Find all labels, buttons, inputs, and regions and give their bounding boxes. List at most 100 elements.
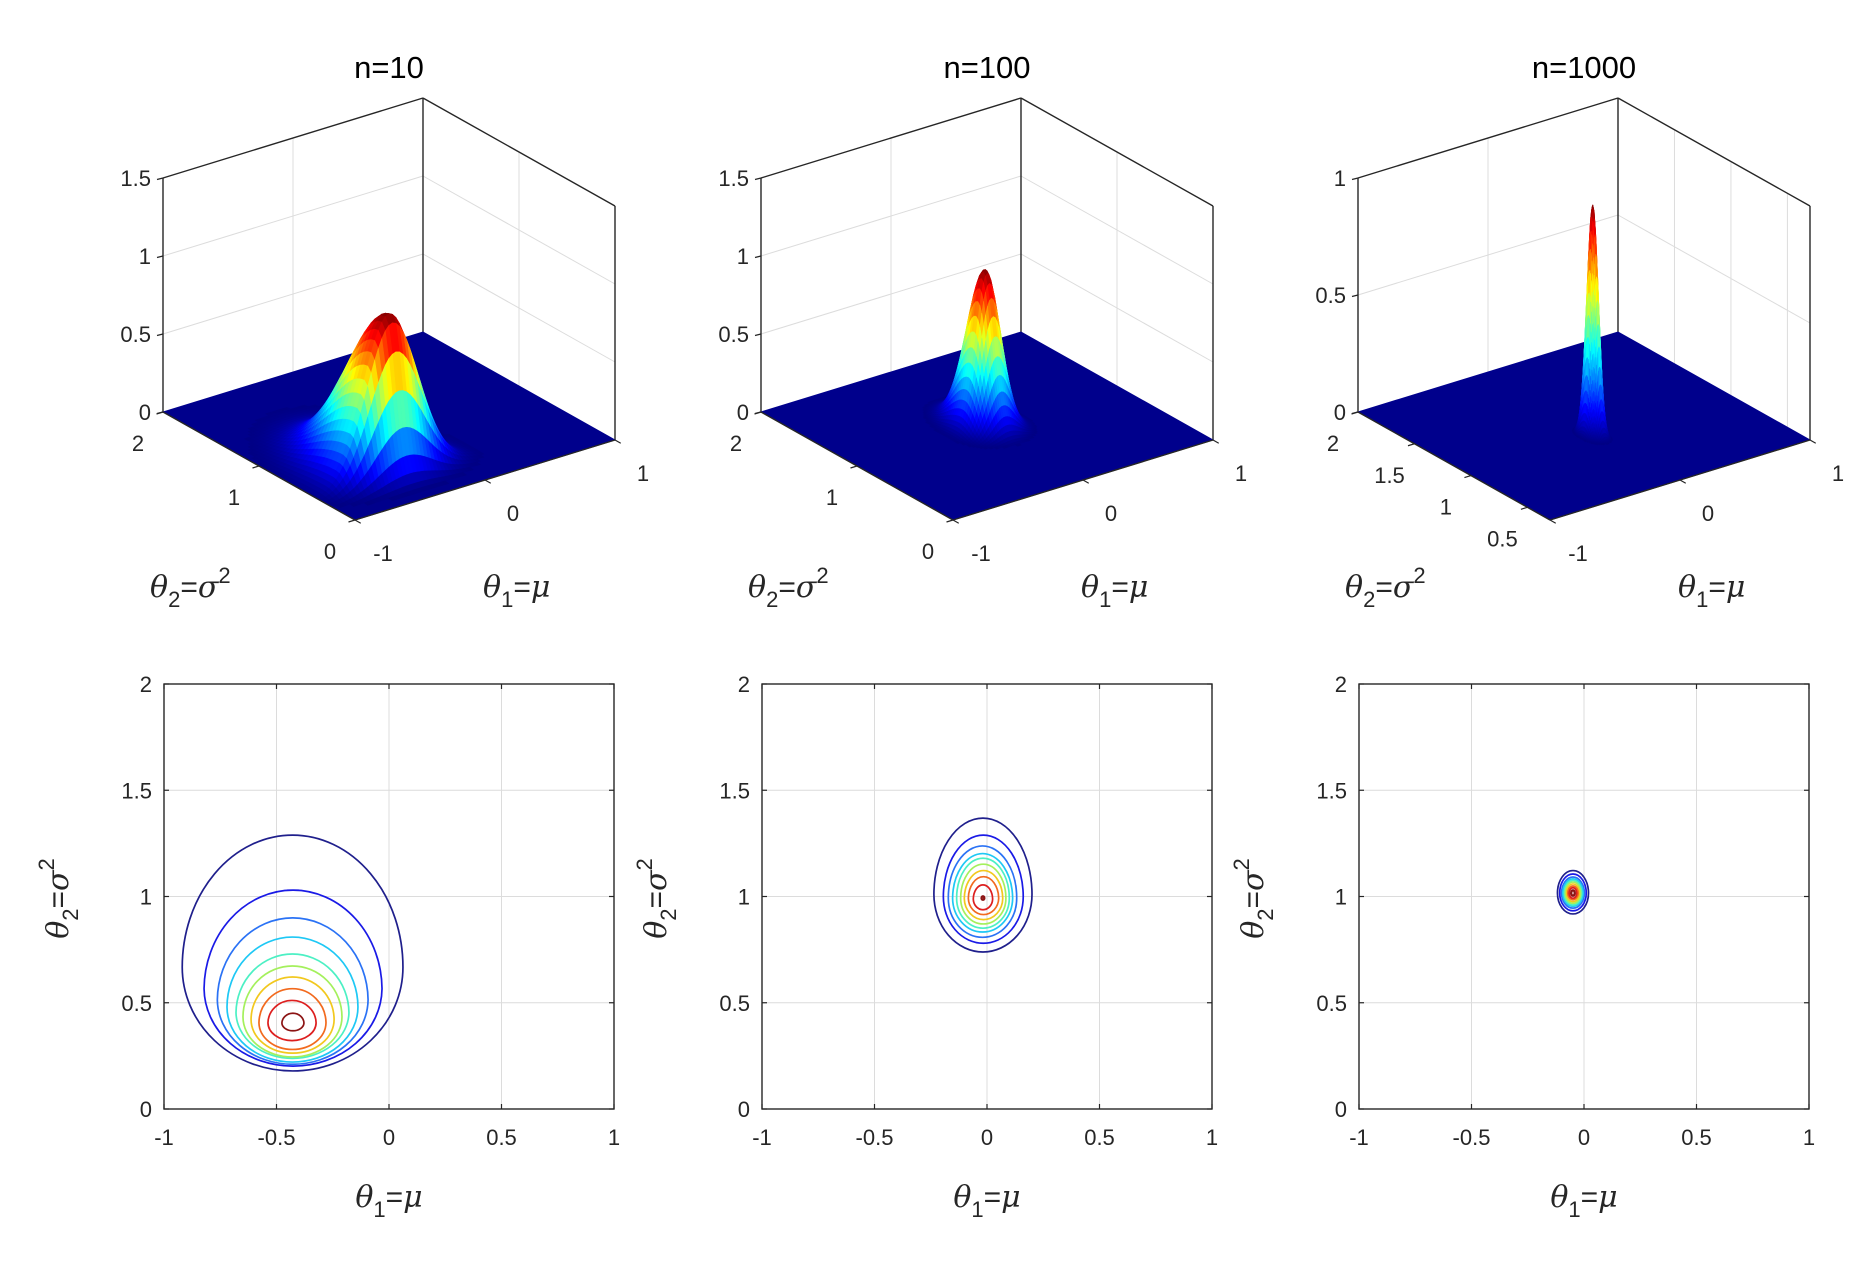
axis-label-equals: = <box>180 571 198 604</box>
contour-line <box>1560 876 1586 909</box>
x-tick-label: -1 <box>154 1125 174 1150</box>
axis-label-parameter: σ <box>639 869 674 891</box>
axis-label-symbol: θ <box>355 1180 373 1215</box>
theta2-tick-mark <box>348 519 356 523</box>
axis-label-equals: = <box>1111 571 1129 604</box>
y-axis-label: θ2=σ2 <box>1229 858 1278 939</box>
axis-label-equals: = <box>513 571 531 604</box>
y-tick-label: 1.5 <box>1316 778 1347 803</box>
contour-line <box>267 999 317 1042</box>
axis-label-equals: = <box>778 571 796 604</box>
axis-label-subscript: 1 <box>373 1197 385 1222</box>
axis-box-edge <box>760 97 1022 179</box>
grid-line <box>162 175 424 257</box>
x-tick-label: 0.5 <box>1084 1125 1115 1150</box>
y-tick-label: 0.5 <box>1316 991 1347 1016</box>
contour-line <box>250 976 335 1054</box>
axis-label-subscript: 1 <box>1696 587 1708 612</box>
z-tick-label: 1.5 <box>120 166 151 191</box>
x-tick-label: -0.5 <box>258 1125 296 1150</box>
theta2-tick-label: 2 <box>1327 431 1339 456</box>
contour-line <box>972 884 994 911</box>
z-tick-label: 0.5 <box>1315 283 1346 308</box>
theta1-tick-label: 1 <box>1832 461 1844 486</box>
contour-line <box>281 1012 305 1032</box>
theta1-tick-mark <box>354 519 362 524</box>
surface-patch <box>349 502 358 507</box>
axis-label-equals: = <box>1581 1181 1599 1214</box>
axis-label-subscript: 1 <box>501 587 513 612</box>
theta1-tick-label: 0 <box>1702 501 1714 526</box>
surface-patch <box>1598 443 1601 446</box>
contour-line <box>955 857 1011 929</box>
theta1-tick-mark <box>1679 479 1687 484</box>
plot-title: n=10 <box>354 50 424 85</box>
axis-label-subscript: 1 <box>971 1197 983 1222</box>
x-tick-label: 0.5 <box>486 1125 517 1150</box>
grid-line <box>1020 175 1214 285</box>
surface-patch <box>1600 443 1602 446</box>
surface-patch <box>971 444 976 448</box>
surface-mesh <box>1571 204 1613 446</box>
z-tick-mark <box>754 333 762 337</box>
z-tick-mark <box>754 177 762 181</box>
z-tick-label: 1 <box>737 244 749 269</box>
axis-label-superscript: 2 <box>1413 563 1425 588</box>
contour-line <box>933 817 1033 953</box>
contour-line <box>959 863 1007 925</box>
contour-line <box>1563 879 1583 906</box>
axis-label-parameter: σ <box>41 869 76 891</box>
theta2-tick-label: 1 <box>1440 495 1452 520</box>
y-tick-label: 1.5 <box>121 778 152 803</box>
surface-patch <box>978 446 984 450</box>
theta2-axis-label: θ2=σ2 <box>1345 563 1426 612</box>
surface-patch <box>1588 441 1591 444</box>
y-tick-label: 1 <box>1335 885 1347 910</box>
grid-line <box>1617 214 1811 324</box>
axis-label-superscript: 2 <box>632 858 657 870</box>
z-tick-label: 0 <box>139 400 151 425</box>
surface-patch <box>1015 443 1020 447</box>
theta2-tick-label: 1 <box>228 485 240 510</box>
x-axis-label: θ1=μ <box>953 1180 1020 1222</box>
y-tick-label: 0 <box>140 1097 152 1122</box>
contour-line <box>980 895 986 901</box>
theta1-axis-label: θ1=μ <box>483 570 550 612</box>
axis-label-symbol: θ <box>1550 1180 1568 1215</box>
grid-line <box>162 253 424 335</box>
axis-label-superscript: 2 <box>1229 858 1254 870</box>
x-tick-label: 0 <box>383 1125 395 1150</box>
z-tick-mark <box>1351 294 1359 298</box>
axis-label-superscript: 2 <box>34 858 59 870</box>
contour-line <box>1569 889 1576 897</box>
surface-patch <box>1001 445 1007 449</box>
contour-line <box>216 917 369 1066</box>
contour-lines <box>181 834 404 1072</box>
contour-line <box>1558 873 1588 912</box>
surface-patch <box>994 446 999 450</box>
surface-patch <box>1584 440 1587 443</box>
axis-label-equals: = <box>42 891 75 909</box>
contour-line <box>951 852 1014 933</box>
theta1-tick-label: -1 <box>373 541 393 566</box>
x-tick-label: -0.5 <box>1453 1125 1491 1150</box>
axis-label-symbol: θ <box>1345 570 1363 605</box>
theta1-axis-label: θ1=μ <box>1678 570 1745 612</box>
theta2-tick-label: 0 <box>922 539 934 564</box>
axis-label-symbol: θ <box>1678 570 1696 605</box>
surface-patch <box>363 501 372 506</box>
axis-label-superscript: 2 <box>218 563 230 588</box>
z-tick-label: 0.5 <box>718 322 749 347</box>
y-tick-label: 0.5 <box>121 991 152 1016</box>
z-tick-label: 1 <box>139 244 151 269</box>
theta1-tick-label: 1 <box>1235 461 1247 486</box>
theta2-axis-line <box>1357 411 1551 521</box>
theta1-tick-mark <box>952 519 960 524</box>
axis-label-parameter: σ <box>796 570 818 605</box>
theta2-tick-mark <box>156 411 164 415</box>
